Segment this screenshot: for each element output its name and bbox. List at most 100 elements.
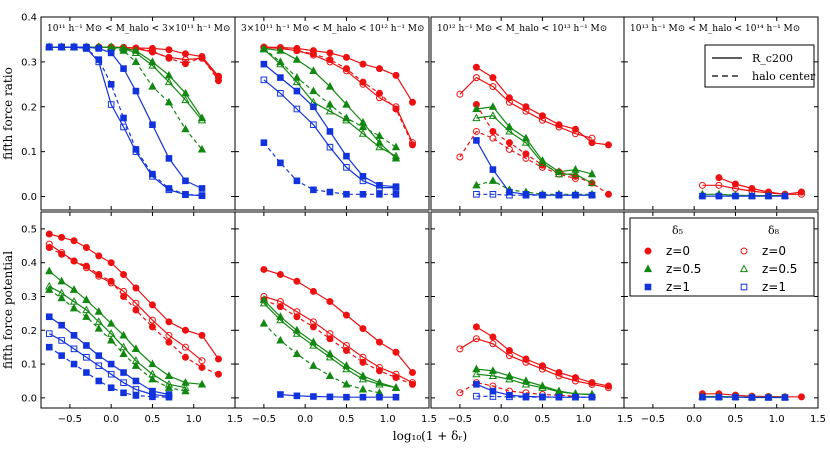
data-point	[472, 180, 481, 189]
data-point	[342, 341, 350, 349]
data-point	[310, 121, 317, 129]
data-point	[94, 324, 103, 332]
data-point	[715, 393, 723, 401]
series-line	[49, 333, 170, 397]
data-point	[326, 298, 334, 306]
data-point	[293, 308, 301, 316]
data-point	[472, 104, 481, 113]
data-point	[198, 363, 206, 371]
series-line	[263, 46, 414, 143]
series-z=1-delta5-rc200	[699, 393, 789, 401]
data-point	[164, 77, 174, 86]
x-tick-label: 0.5	[338, 414, 354, 425]
data-point	[107, 81, 115, 88]
data-point	[325, 106, 335, 115]
data-point	[522, 358, 530, 366]
data-point	[259, 44, 269, 53]
data-point	[715, 174, 723, 182]
y-axis-label: fifth force potential	[1, 251, 15, 369]
data-point	[343, 164, 350, 171]
data-point	[214, 370, 222, 378]
data-point	[197, 115, 207, 124]
data-point	[554, 169, 564, 178]
series-line	[476, 395, 592, 398]
data-point	[95, 362, 103, 370]
data-point	[359, 393, 367, 401]
legend-header: δ₈	[768, 224, 780, 237]
data-point	[375, 94, 383, 102]
data-point	[293, 277, 301, 285]
data-point	[309, 287, 317, 295]
marker-legend: δ₅ δ₈ z=0 z=0 z=0.5 z=0.5 z=1 z=1	[629, 217, 815, 297]
data-point	[132, 392, 140, 399]
data-point	[82, 264, 90, 272]
series-z=0.5-delta8-rc200	[259, 298, 401, 391]
data-point	[555, 372, 563, 380]
data-point	[148, 374, 157, 383]
data-point	[94, 307, 103, 315]
data-point	[392, 393, 400, 401]
data-point	[131, 361, 141, 369]
data-point	[181, 56, 189, 64]
series-line	[476, 193, 592, 196]
data-point	[555, 393, 563, 401]
data-point	[58, 249, 66, 257]
data-point	[538, 365, 546, 373]
data-point	[359, 80, 367, 88]
data-point	[781, 192, 789, 200]
y-tick-label: 0.1	[21, 360, 37, 371]
data-point	[392, 370, 400, 378]
data-point	[165, 53, 173, 61]
data-point	[57, 288, 66, 297]
data-point	[588, 191, 596, 199]
data-point	[214, 355, 222, 363]
x-tick-label: 1.5	[421, 414, 437, 425]
data-point	[148, 48, 156, 56]
data-point	[698, 181, 706, 189]
panel-title: 10¹¹ h⁻¹ M⊙ < M_halo < 3×10¹¹ h⁻¹ M⊙	[47, 24, 231, 34]
data-point	[148, 316, 156, 324]
data-point	[797, 393, 805, 401]
data-point	[309, 86, 318, 95]
data-point	[277, 74, 284, 81]
data-point	[326, 393, 334, 401]
data-point	[343, 393, 350, 401]
y-tick-label: 0.4	[21, 258, 37, 269]
data-point	[293, 47, 301, 55]
data-point	[748, 192, 756, 200]
data-point	[309, 361, 318, 369]
series-z=1-delta8-rc200	[260, 76, 400, 191]
series-line	[49, 285, 186, 389]
data-point	[149, 121, 156, 129]
data-point	[538, 116, 546, 124]
data-point	[276, 298, 284, 306]
y-tick-label: 0.5	[21, 224, 37, 235]
data-point	[555, 191, 563, 199]
series-z=1-delta5-halo-center	[260, 139, 400, 198]
data-point	[489, 127, 497, 135]
data-point	[472, 369, 481, 378]
data-point	[181, 326, 189, 334]
data-point	[164, 371, 174, 379]
data-point	[473, 190, 480, 198]
data-point	[309, 51, 317, 59]
data-point	[392, 71, 400, 79]
data-point	[310, 186, 317, 194]
data-point	[165, 155, 173, 162]
data-point	[309, 66, 318, 74]
data-point	[375, 65, 383, 73]
series-line	[459, 76, 593, 139]
data-point	[472, 335, 480, 343]
series-line	[263, 299, 413, 385]
series-z=1-delta5-rc200	[260, 60, 400, 190]
data-point	[107, 360, 115, 368]
panel-title: 10¹² h⁻¹ M⊙ < M_halo < 10¹³ h⁻¹ M⊙	[437, 24, 607, 34]
legend-label: z=1	[666, 280, 690, 294]
data-point	[45, 343, 53, 351]
data-point	[359, 325, 367, 333]
data-point	[165, 338, 173, 346]
data-point	[358, 129, 368, 137]
data-point	[538, 158, 547, 166]
data-point	[292, 55, 302, 63]
data-point	[489, 83, 497, 91]
